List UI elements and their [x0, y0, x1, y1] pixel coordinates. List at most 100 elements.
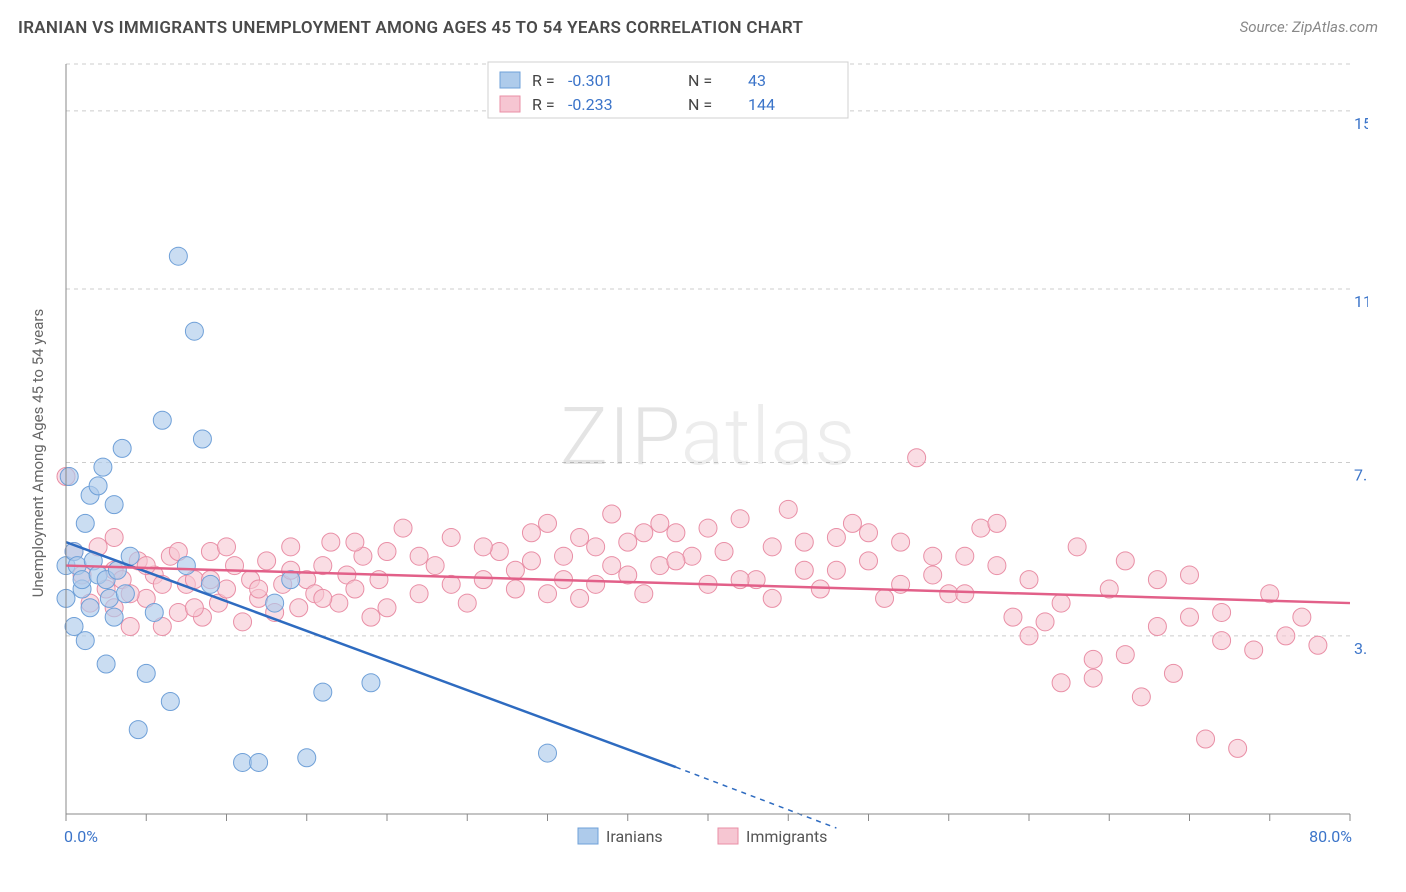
- scatter-point: [1068, 538, 1086, 556]
- scatter-point: [1116, 552, 1134, 570]
- scatter-point: [442, 528, 460, 546]
- scatter-point: [972, 519, 990, 537]
- scatter-point: [539, 744, 557, 762]
- scatter-point: [940, 585, 958, 603]
- bottom-legend-label: Immigrants: [746, 827, 827, 846]
- y-axis-label: Unemployment Among Ages 45 to 54 years: [29, 309, 47, 597]
- scatter-point: [161, 693, 179, 711]
- scatter-point: [330, 594, 348, 612]
- scatter-point: [1084, 650, 1102, 668]
- x-max-label: 80.0%: [1309, 827, 1352, 846]
- legend-r-value: -0.233: [568, 95, 613, 114]
- scatter-point: [218, 580, 236, 598]
- scatter-point: [60, 468, 78, 486]
- scatter-point: [731, 510, 749, 528]
- scatter-point: [539, 585, 557, 603]
- scatter-point: [635, 524, 653, 542]
- scatter-point: [1293, 608, 1311, 626]
- bottom-legend-swatch: [578, 828, 598, 844]
- scatter-point: [571, 528, 589, 546]
- watermark: ZIPatlas: [560, 390, 856, 484]
- scatter-point: [394, 519, 412, 537]
- scatter-point: [314, 589, 332, 607]
- scatter-point: [94, 458, 112, 476]
- y-tick-label: 7.5%: [1354, 465, 1368, 484]
- scatter-point: [699, 519, 717, 537]
- scatter-point: [843, 514, 861, 532]
- scatter-point: [410, 547, 428, 565]
- scatter-point: [1020, 627, 1038, 645]
- scatter-point: [234, 753, 252, 771]
- scatter-point: [234, 613, 252, 631]
- scatter-point: [474, 538, 492, 556]
- scatter-point: [1245, 641, 1263, 659]
- scatter-point: [322, 533, 340, 551]
- scatter-point: [683, 547, 701, 565]
- scatter-point: [1213, 603, 1231, 621]
- scatter-point: [651, 557, 669, 575]
- legend-n-value: 43: [748, 71, 766, 90]
- scatter-point: [635, 585, 653, 603]
- scatter-point: [378, 599, 396, 617]
- scatter-point: [827, 528, 845, 546]
- scatter-point: [763, 589, 781, 607]
- scatter-point: [522, 524, 540, 542]
- scatter-point: [113, 439, 131, 457]
- scatter-point: [1020, 571, 1038, 589]
- scatter-point: [346, 580, 364, 598]
- scatter-point: [1309, 636, 1327, 654]
- scatter-point: [89, 477, 107, 495]
- scatter-point: [116, 585, 134, 603]
- scatter-point: [1213, 632, 1231, 650]
- legend-n-label: N =: [688, 95, 712, 114]
- scatter-point: [97, 655, 115, 673]
- scatter-point: [410, 585, 428, 603]
- scatter-point: [1277, 627, 1295, 645]
- scatter-point: [105, 528, 123, 546]
- scatter-point: [250, 753, 268, 771]
- scatter-point: [218, 538, 236, 556]
- scatter-point: [1052, 674, 1070, 692]
- scatter-point: [290, 599, 308, 617]
- scatter-point: [490, 543, 508, 561]
- scatter-point: [282, 538, 300, 556]
- scatter-point: [145, 603, 163, 621]
- scatter-point: [185, 322, 203, 340]
- scatter-point: [956, 547, 974, 565]
- scatter-point: [153, 411, 171, 429]
- scatter-point: [667, 524, 685, 542]
- scatter-point: [76, 514, 94, 532]
- scatter-point: [522, 552, 540, 570]
- scatter-point: [193, 430, 211, 448]
- scatter-point: [201, 575, 219, 593]
- scatter-point: [426, 557, 444, 575]
- scatter-point: [506, 580, 524, 598]
- legend-n-label: N =: [688, 71, 712, 90]
- scatter-point: [956, 585, 974, 603]
- scatter-point: [892, 533, 910, 551]
- scatter-point: [603, 557, 621, 575]
- scatter-point: [474, 571, 492, 589]
- scatter-point: [177, 557, 195, 575]
- scatter-point: [924, 566, 942, 584]
- scatter-point: [100, 589, 118, 607]
- y-tick-label: 3.8%: [1354, 639, 1368, 658]
- scatter-point: [539, 514, 557, 532]
- scatter-chart: Unemployment Among Ages 45 to 54 years 3…: [48, 58, 1368, 848]
- scatter-point: [1132, 688, 1150, 706]
- scatter-point: [458, 594, 476, 612]
- scatter-point: [378, 543, 396, 561]
- scatter-point: [1181, 566, 1199, 584]
- scatter-point: [1084, 669, 1102, 687]
- legend-n-value: 144: [748, 95, 775, 114]
- scatter-point: [250, 580, 268, 598]
- source-label: Source: ZipAtlas.com: [1240, 18, 1378, 36]
- scatter-point: [1229, 739, 1247, 757]
- chart-svg: 3.8%7.5%11.2%15.0%ZIPatlas0.0%80.0%R =-0…: [48, 58, 1368, 848]
- scatter-point: [827, 561, 845, 579]
- scatter-point: [346, 533, 364, 551]
- scatter-point: [795, 533, 813, 551]
- scatter-point: [587, 575, 605, 593]
- scatter-point: [603, 505, 621, 523]
- scatter-point: [860, 524, 878, 542]
